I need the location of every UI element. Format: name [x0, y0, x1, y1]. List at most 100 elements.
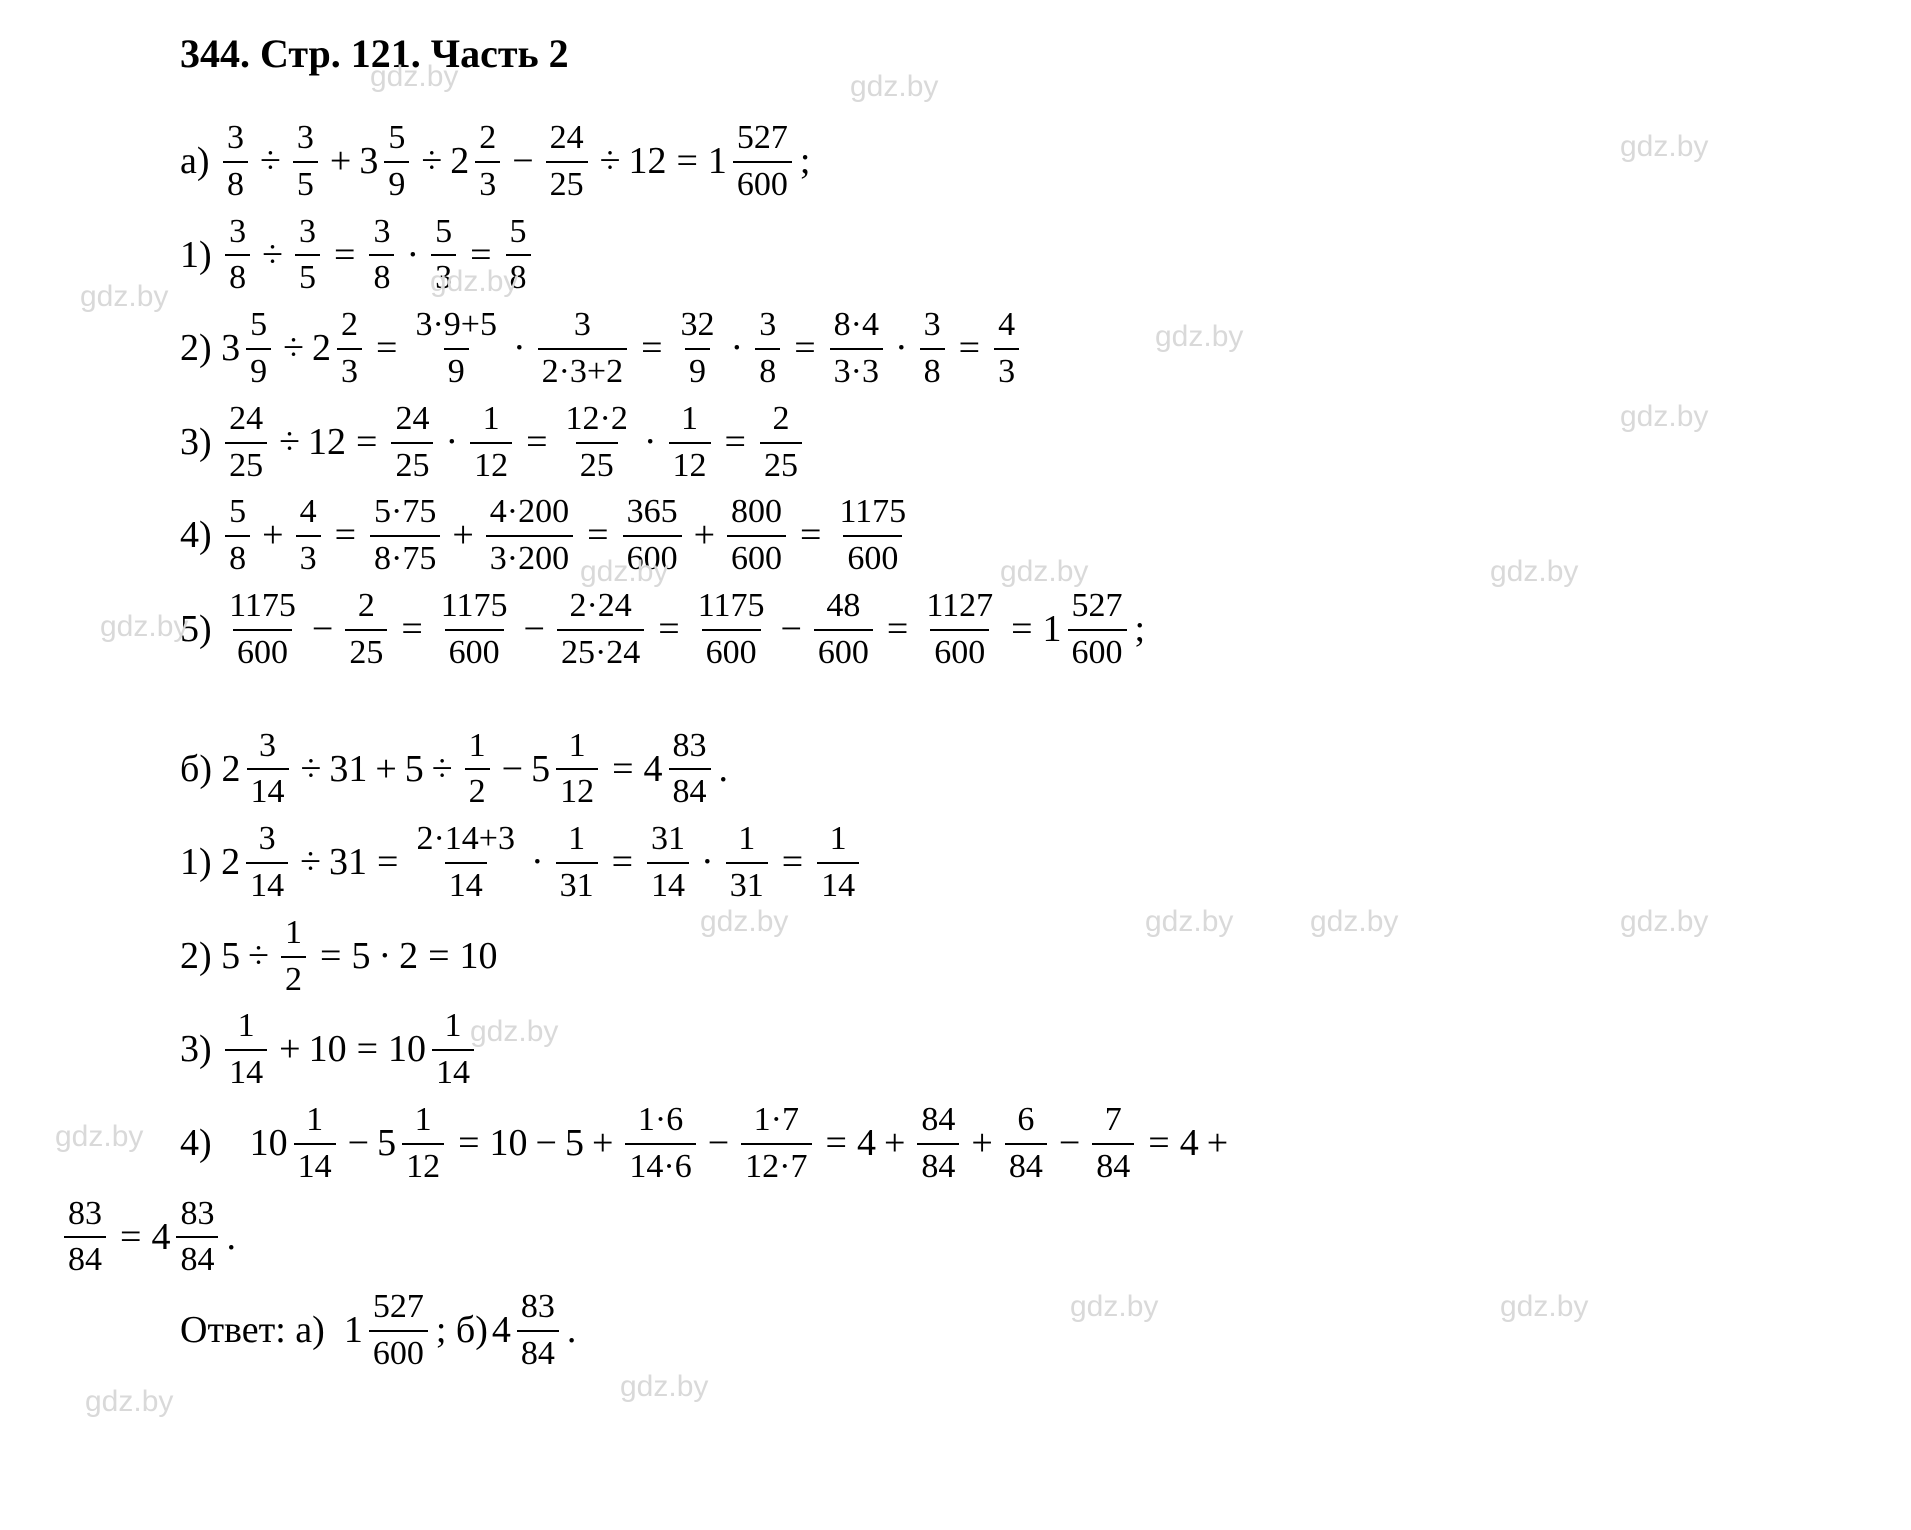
- whole-part: 2: [222, 747, 241, 793]
- fraction: 1·614·6: [625, 1100, 695, 1188]
- equals: =: [367, 840, 408, 886]
- math-line: 1) 2314÷31=2·14+314·131=3114·131=114: [180, 819, 1851, 907]
- operator: ÷: [275, 326, 312, 372]
- numerator: 1: [281, 913, 306, 956]
- numerator: 8·4: [830, 305, 883, 348]
- whole-part: 5: [531, 747, 550, 793]
- denominator: 12: [402, 1143, 444, 1188]
- numerator: 5: [384, 118, 409, 161]
- numerator: 5: [225, 492, 250, 535]
- math-line: Ответ: а) 1527600; б) 48384.: [180, 1287, 1851, 1375]
- mixed-number: 223: [450, 118, 504, 206]
- denominator: 5: [295, 254, 320, 299]
- numerator: 5: [506, 212, 531, 255]
- line-label: 1): [180, 233, 221, 279]
- equals: =: [325, 513, 366, 559]
- denominator: 14: [246, 862, 288, 907]
- equals: =: [347, 1027, 388, 1073]
- denominator: 12: [470, 442, 512, 487]
- equals: =: [648, 607, 689, 653]
- denominator: 31: [726, 862, 768, 907]
- operator: +: [271, 1027, 308, 1073]
- number: 5: [221, 934, 240, 980]
- denominator: 14: [432, 1049, 474, 1094]
- operator: ·: [523, 840, 552, 886]
- denominator: 84: [669, 768, 711, 813]
- denominator: 14: [247, 768, 289, 813]
- equals: =: [391, 607, 432, 653]
- whole-part: 10: [250, 1121, 288, 1167]
- line-label: Ответ: а): [180, 1308, 344, 1354]
- numerator: 4·200: [486, 492, 573, 535]
- fraction: 59: [384, 118, 409, 206]
- equals: =: [816, 1121, 857, 1167]
- fraction: 8·43·3: [830, 305, 883, 393]
- fraction: 8484: [917, 1100, 959, 1188]
- operator: +: [322, 139, 359, 185]
- numerator: 2: [354, 586, 379, 629]
- numerator: 1: [826, 819, 851, 862]
- denominator: 600: [1068, 629, 1127, 674]
- denominator: 5: [293, 161, 318, 206]
- fraction: 58: [225, 492, 250, 580]
- fraction: 23: [337, 305, 362, 393]
- whole-part: 4: [644, 747, 663, 793]
- numerator: 527: [1068, 586, 1127, 629]
- fraction: 112: [402, 1100, 444, 1188]
- numerator: 24: [225, 399, 267, 442]
- denominator: 8: [506, 254, 531, 299]
- denominator: 25: [546, 161, 588, 206]
- math-line: б) 2314÷31+5÷12−5112=48384.: [180, 726, 1851, 814]
- denominator: 600: [727, 535, 786, 580]
- numerator: 1: [479, 399, 504, 442]
- fraction: 12·225: [562, 399, 632, 487]
- math-line: 8384=48384.: [60, 1194, 1851, 1282]
- mixed-number: 2314: [222, 726, 293, 814]
- fraction: 5·758·75: [370, 492, 440, 580]
- mixed-number: 2314: [221, 819, 292, 907]
- vertical-spacer: [60, 680, 1851, 720]
- mixed-number: 48384: [492, 1287, 563, 1375]
- denominator: 9: [444, 348, 469, 393]
- fraction: 59: [246, 305, 271, 393]
- whole-part: 10: [388, 1027, 426, 1073]
- mixed-number: 1527600: [1043, 586, 1131, 674]
- numerator: 83: [64, 1194, 106, 1237]
- equals: =: [715, 420, 756, 466]
- operator: ÷: [292, 840, 329, 886]
- fraction: 314: [247, 726, 289, 814]
- operator: +: [686, 513, 723, 559]
- fraction: 35: [295, 212, 320, 300]
- fraction: 12: [281, 913, 306, 1001]
- fraction: 527600: [733, 118, 792, 206]
- mixed-number: 359: [359, 118, 413, 206]
- equals: =: [602, 840, 643, 886]
- fraction: 43: [994, 305, 1019, 393]
- operator: ·: [370, 934, 399, 980]
- separator: ;: [796, 139, 815, 185]
- line-label: 5): [180, 607, 221, 653]
- equals: =: [784, 326, 825, 372]
- operator: ÷: [293, 747, 330, 793]
- math-line: 3) 2425÷12=2425·112=12·225·112=225: [180, 399, 1851, 487]
- numerator: 1127: [922, 586, 997, 629]
- numerator: 1: [411, 1100, 436, 1143]
- fraction: 48600: [814, 586, 873, 674]
- equals: =: [1138, 1121, 1179, 1167]
- denominator: 12: [669, 442, 711, 487]
- page-title: 344. Стр. 121. Часть 2: [180, 30, 1851, 78]
- number: 4: [1180, 1121, 1199, 1167]
- fraction: 38: [920, 305, 945, 393]
- operator: +: [367, 747, 404, 793]
- equals: =: [790, 513, 831, 559]
- fraction: 225: [345, 586, 387, 674]
- denominator: 84: [64, 1236, 106, 1281]
- operator: −: [494, 747, 531, 793]
- fraction: 329: [677, 305, 719, 393]
- fraction: 38: [755, 305, 780, 393]
- equals: =: [324, 233, 365, 279]
- number: 5: [351, 934, 370, 980]
- page: 344. Стр. 121. Часть 2 а) 38÷35+359÷223−…: [0, 0, 1911, 1411]
- operator: ·: [398, 233, 427, 279]
- numerator: 7: [1101, 1100, 1126, 1143]
